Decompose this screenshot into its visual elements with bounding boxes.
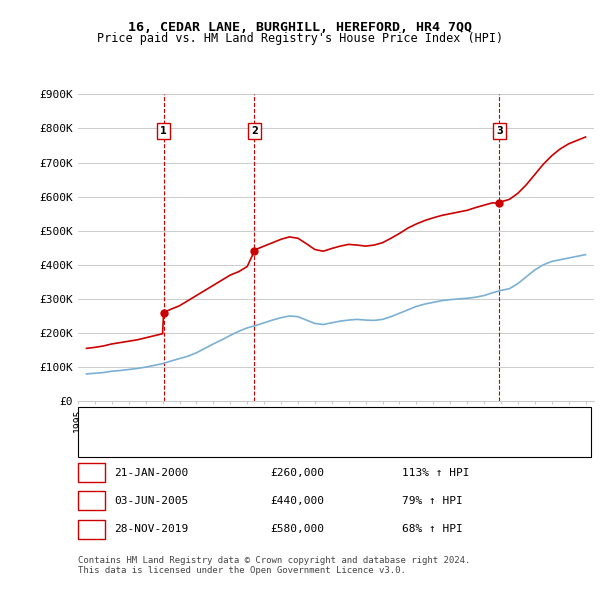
Text: 28-NOV-2019: 28-NOV-2019 bbox=[114, 525, 188, 534]
Text: 21-JAN-2000: 21-JAN-2000 bbox=[114, 468, 188, 477]
Text: ——: —— bbox=[90, 438, 107, 452]
Text: ——: —— bbox=[90, 414, 107, 428]
Text: Contains HM Land Registry data © Crown copyright and database right 2024.
This d: Contains HM Land Registry data © Crown c… bbox=[78, 556, 470, 575]
Text: 16, CEDAR LANE, BURGHILL, HEREFORD, HR4 7QQ: 16, CEDAR LANE, BURGHILL, HEREFORD, HR4 … bbox=[128, 21, 472, 34]
Text: 113% ↑ HPI: 113% ↑ HPI bbox=[402, 468, 470, 477]
Text: 79% ↑ HPI: 79% ↑ HPI bbox=[402, 496, 463, 506]
Text: £440,000: £440,000 bbox=[270, 496, 324, 506]
Text: £580,000: £580,000 bbox=[270, 525, 324, 534]
Text: 3: 3 bbox=[496, 126, 503, 136]
Text: 16, CEDAR LANE, BURGHILL, HEREFORD, HR4 7QQ (detached house): 16, CEDAR LANE, BURGHILL, HEREFORD, HR4 … bbox=[123, 416, 498, 426]
Text: Price paid vs. HM Land Registry's House Price Index (HPI): Price paid vs. HM Land Registry's House … bbox=[97, 32, 503, 45]
Text: 1: 1 bbox=[88, 468, 95, 477]
Text: 3: 3 bbox=[88, 525, 95, 534]
Text: £260,000: £260,000 bbox=[270, 468, 324, 477]
Text: 1: 1 bbox=[160, 126, 167, 136]
Text: 2: 2 bbox=[251, 126, 257, 136]
Text: 68% ↑ HPI: 68% ↑ HPI bbox=[402, 525, 463, 534]
Text: 03-JUN-2005: 03-JUN-2005 bbox=[114, 496, 188, 506]
Text: 2: 2 bbox=[88, 496, 95, 506]
Text: HPI: Average price, detached house, Herefordshire: HPI: Average price, detached house, Here… bbox=[123, 440, 429, 450]
